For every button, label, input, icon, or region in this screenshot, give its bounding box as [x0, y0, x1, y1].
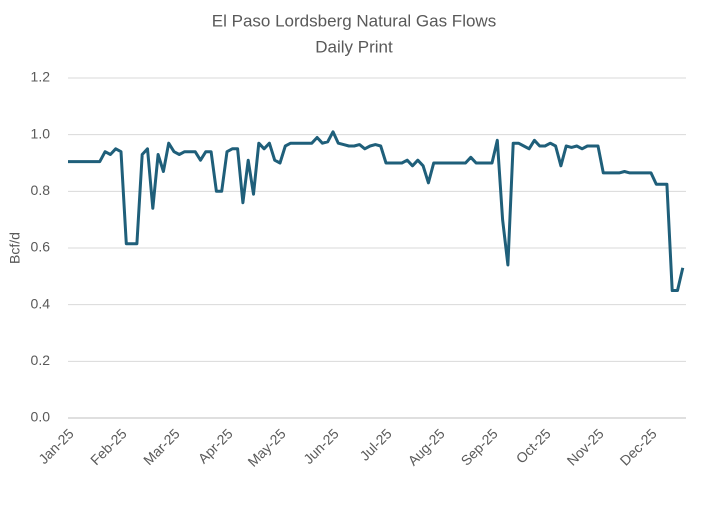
data-line	[68, 130, 685, 292]
y-tick-label: 1.2	[31, 69, 51, 85]
y-tick-label: 1.0	[31, 125, 51, 141]
y-tick-label: 0.8	[31, 182, 51, 198]
y-tick-label: 0.2	[31, 352, 51, 368]
y-tick-label: 0.0	[31, 409, 51, 425]
y-axis-label: Bcf/d	[7, 232, 23, 264]
chart-title: El Paso Lordsberg Natural Gas Flows	[212, 11, 496, 30]
chart-subtitle: Daily Print	[315, 37, 393, 56]
y-tick-label: 0.6	[31, 239, 51, 255]
y-tick-label: 0.4	[31, 295, 51, 311]
